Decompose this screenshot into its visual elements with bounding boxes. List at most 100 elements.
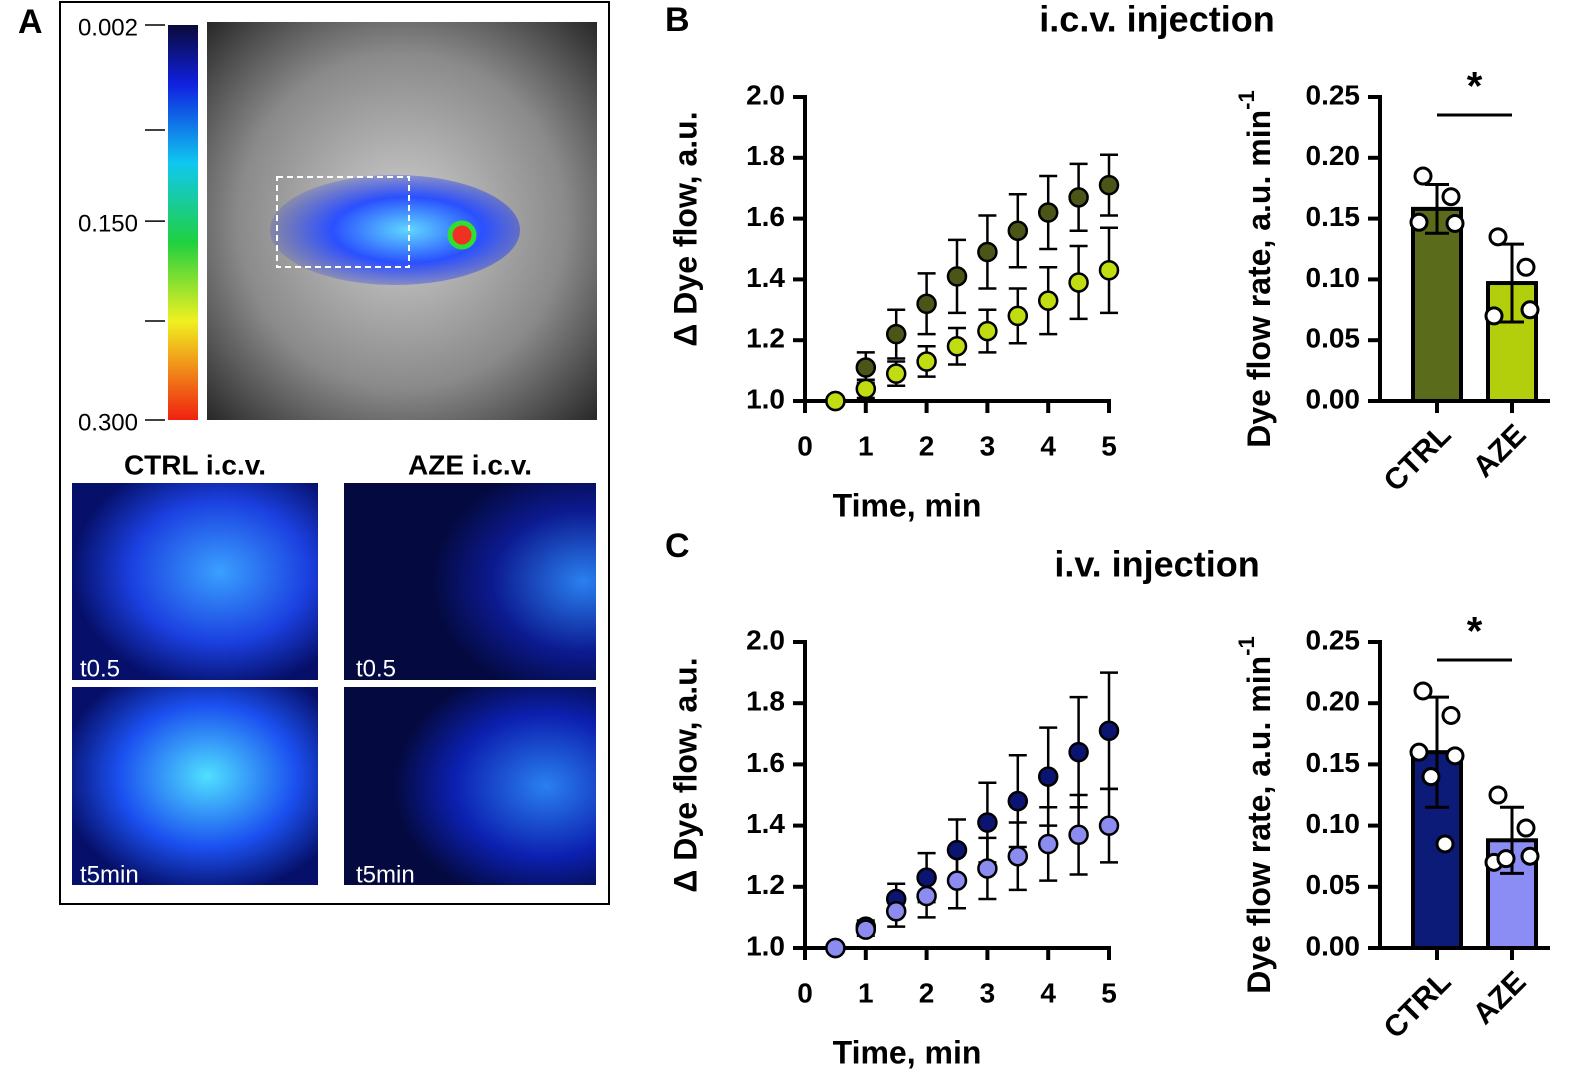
y-tick-label: 0.05 [1306,323,1361,354]
image-ctrl-t5 [72,687,318,885]
colorbar-label: 0.300 [78,409,138,436]
y-tick-label: 1.6 [746,201,785,232]
x-tick-label: 2 [919,977,935,1008]
point [1007,845,1029,867]
y-tick-label: 1.4 [746,808,785,839]
point [1098,720,1120,741]
point [916,867,937,888]
data-point [1488,785,1508,805]
x-tick-label: 1 [858,977,874,1008]
chart-title: i.v. injection [1054,544,1259,585]
y-axis-label-sup: -1 [1234,90,1259,110]
x-tick-label: 5 [1101,977,1117,1008]
signal-overlay [270,175,520,285]
y-tick-label: 1.4 [746,262,785,293]
significance-label: * [1467,610,1483,654]
y-tick-label: 0.05 [1306,869,1361,900]
x-axis-label: Time, min [833,487,982,523]
y-tick-label: 0.10 [1306,808,1361,839]
data-point [1441,187,1461,207]
x-tick-label: 3 [980,977,996,1008]
x-tick-label: CTRL [1378,965,1458,1045]
x-tick-label: 0 [797,430,813,461]
panel-label: B [665,1,690,39]
data-point [1496,849,1516,869]
y-tick-label: 0.25 [1306,79,1361,110]
point [916,293,937,314]
colorbar [168,25,198,420]
data-point [1409,212,1429,232]
x-axis-label: Time, min [833,1034,982,1070]
panel-label: A [18,3,43,41]
point [1068,187,1089,208]
error-bar [1425,183,1449,235]
point [885,901,907,922]
x-tick-label: 1 [858,430,874,461]
panel-label: C [665,527,690,565]
point [1098,260,1120,281]
y-tick-label: 1.6 [746,747,785,778]
y-axis-label: Δ Dye flow, a.u. [667,657,703,892]
data-point [1484,306,1504,326]
data-point [1520,300,1540,320]
point [946,266,968,287]
y-tick-label: 1.8 [746,140,785,171]
data-point [1516,257,1536,277]
y-tick-label: 1.2 [746,323,785,354]
x-tick-label: 0 [797,977,813,1008]
point [946,839,968,861]
x-tick-label: 5 [1101,430,1117,461]
colorbar-label: 0.002 [78,14,138,41]
y-tick-label: 0.20 [1306,140,1361,171]
y-tick-label: 1.0 [746,930,785,961]
time-label: t5min [356,861,415,888]
y-tick-label: 2.0 [746,79,785,110]
x-tick-label: 4 [1040,977,1056,1008]
point [1037,202,1059,223]
chart-title: i.c.v. injection [1039,0,1274,40]
x-tick-label: AZE [1467,418,1533,484]
point [1098,174,1120,196]
data-point [1413,166,1433,186]
point [977,858,998,879]
point [916,351,937,372]
point [977,812,998,833]
point [1007,305,1029,327]
point [946,870,968,891]
point [1037,290,1059,311]
y-axis-label-main: Dye flow rate, a.u. min [1241,110,1277,448]
data-point [1413,681,1433,701]
time-label: t0.5 [356,655,396,682]
data-point [1435,834,1455,854]
data-point [1488,227,1508,247]
point [1068,824,1089,846]
data-point [1441,705,1461,725]
y-axis-label-main: Dye flow rate, a.u. min [1241,656,1277,994]
data-point [1421,767,1441,787]
x-tick-label: CTRL [1378,418,1458,498]
point [1068,272,1089,293]
image-aze-t05 [344,483,596,680]
bar [1411,206,1463,403]
y-tick-label: 0.00 [1306,383,1361,414]
x-tick-label: AZE [1467,965,1533,1031]
point [885,363,907,384]
point [1037,833,1059,855]
time-label: t5min [80,861,139,888]
roi-box [276,176,410,268]
y-tick-label: 2.0 [746,624,785,655]
point [1037,766,1059,787]
point [855,919,877,940]
data-point [1409,742,1429,762]
x-tick-label: 4 [1040,430,1056,461]
point [1068,741,1089,763]
y-axis-label: Δ Dye flow, a.u. [667,111,703,346]
x-tick-label: 2 [919,430,935,461]
y-tick-label: 1.8 [746,686,785,717]
y-tick-label: 0.00 [1306,930,1361,961]
group-label: AZE i.c.v. [408,449,532,480]
y-tick-label: 0.10 [1306,262,1361,293]
group-label: CTRL i.c.v. [124,449,266,480]
point [977,241,998,263]
